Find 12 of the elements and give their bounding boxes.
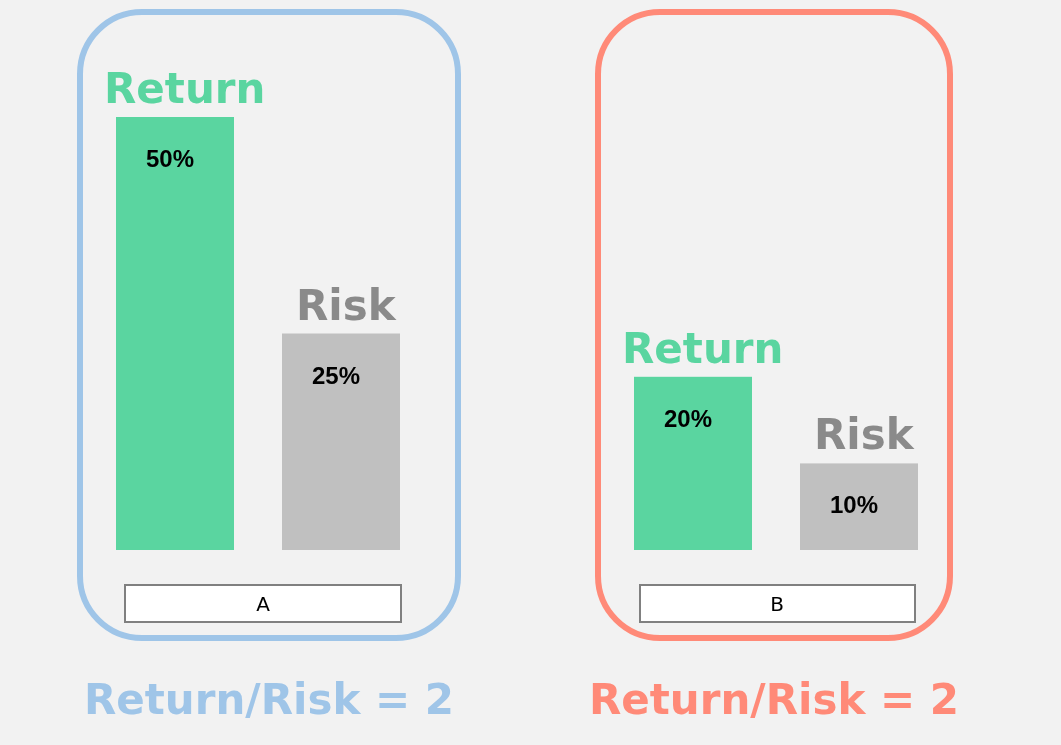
data-label: 20% — [664, 404, 713, 432]
x-axis-title: B — [770, 592, 784, 616]
x-tick-label: Return — [104, 64, 266, 113]
x-tick-label: Risk — [814, 410, 915, 460]
x-axis-title: A — [256, 592, 271, 616]
text: Return/Risk = 2 — [588, 675, 960, 724]
data-label: 10% — [830, 491, 879, 519]
x-tick-label: Return — [622, 323, 784, 373]
text: Return/Risk = 2 — [83, 675, 455, 724]
x-tick-label: Risk — [296, 280, 397, 330]
data-label: 25% — [312, 361, 361, 389]
data-label: 50% — [146, 145, 195, 172]
